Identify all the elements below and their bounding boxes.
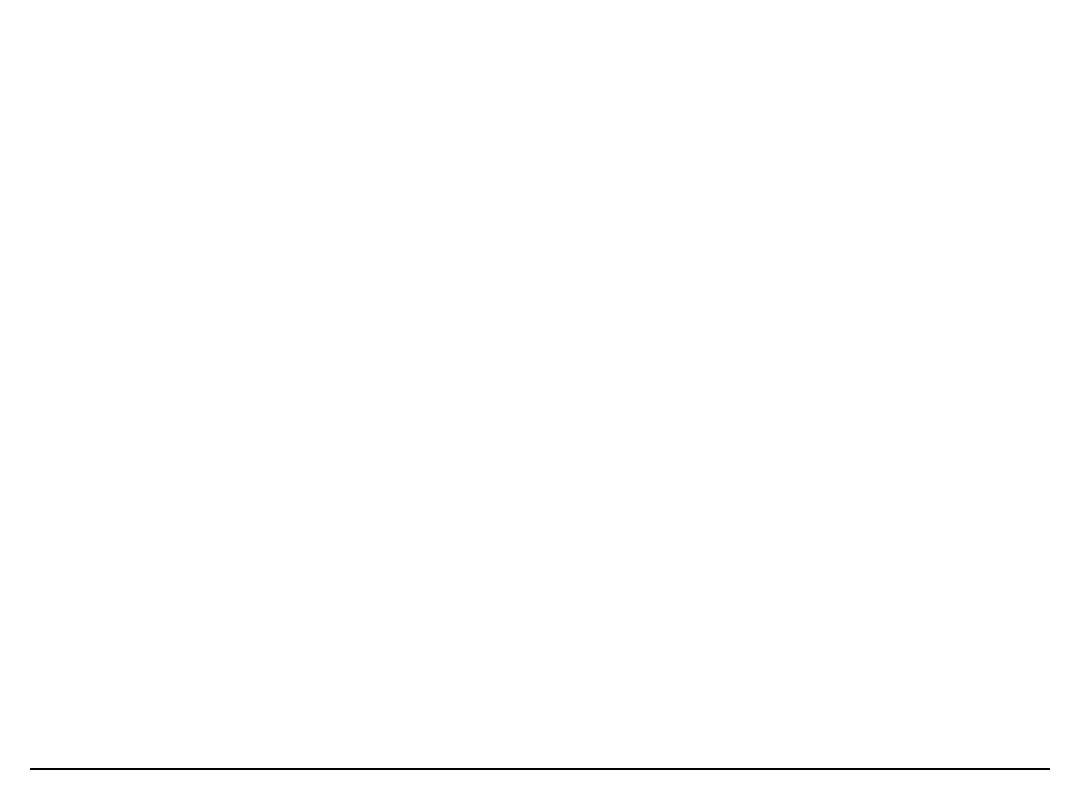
baseline: [30, 768, 1050, 770]
pillar-illustration: [0, 90, 1068, 770]
height-diagram: [0, 90, 1068, 770]
